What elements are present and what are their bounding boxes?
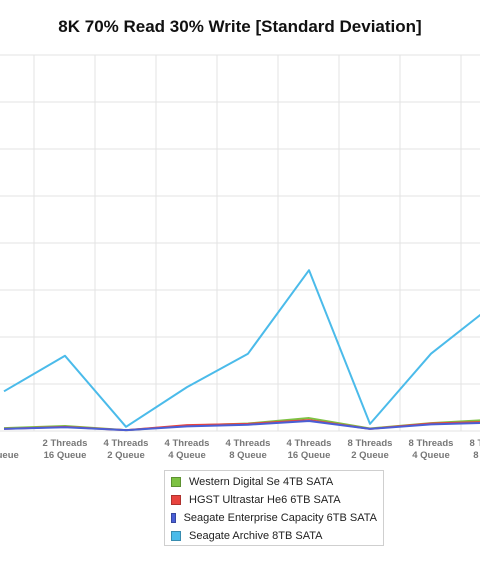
- x-tick-label-line2: 4 Queue: [168, 450, 206, 461]
- x-tick-label-line1: 4 Threads: [104, 438, 149, 449]
- legend: Western Digital Se 4TB SATA HGST Ultrast…: [164, 470, 384, 546]
- x-tick-label-line1: 8 Threads: [470, 438, 480, 449]
- x-tick-label-line1: 8 Threads: [409, 438, 454, 449]
- x-tick-label-line2: 2 Queue: [351, 450, 389, 461]
- legend-swatch: [171, 477, 181, 487]
- legend-label: Western Digital Se 4TB SATA: [189, 476, 334, 488]
- x-tick-label-line1: 4 Threads: [287, 438, 332, 449]
- x-tick-label-line2: 4 Queue: [412, 450, 450, 461]
- legend-label: Seagate Enterprise Capacity 6TB SATA: [183, 512, 377, 524]
- x-tick-label-line1: 8 Threads: [348, 438, 393, 449]
- x-tick-label-line2: 16 Queue: [288, 450, 331, 461]
- x-tick-label-line2: 16 Queue: [44, 450, 87, 461]
- x-tick-label-line1: 4 Threads: [226, 438, 271, 449]
- series-line-3: [3, 269, 480, 428]
- x-tick-label-line1: 4 Threads: [165, 438, 210, 449]
- legend-item-hgst[interactable]: HGST Ultrastar He6 6TB SATA: [171, 491, 377, 509]
- legend-label: HGST Ultrastar He6 6TB SATA: [189, 494, 341, 506]
- legend-swatch: [171, 495, 181, 505]
- legend-swatch: [171, 531, 181, 541]
- legend-item-seagate-archive[interactable]: Seagate Archive 8TB SATA: [171, 527, 377, 545]
- legend-label: Seagate Archive 8TB SATA: [189, 530, 323, 542]
- x-tick-label-line2: 8 Queue: [473, 450, 480, 461]
- x-tick-label-line2: 8 Queue: [229, 450, 267, 461]
- series-line-2: [3, 419, 480, 432]
- legend-item-seagate-enterprise[interactable]: Seagate Enterprise Capacity 6TB SATA: [171, 509, 377, 527]
- x-tick-label-line1: 2 Threads: [43, 438, 88, 449]
- legend-item-western-digital[interactable]: Western Digital Se 4TB SATA: [171, 473, 377, 491]
- x-tick-label-line2: Queue: [0, 450, 19, 461]
- x-tick-label-line2: 2 Queue: [107, 450, 145, 461]
- chart-title: 8K 70% Read 30% Write [Standard Deviatio…: [58, 17, 422, 36]
- legend-swatch: [171, 513, 176, 523]
